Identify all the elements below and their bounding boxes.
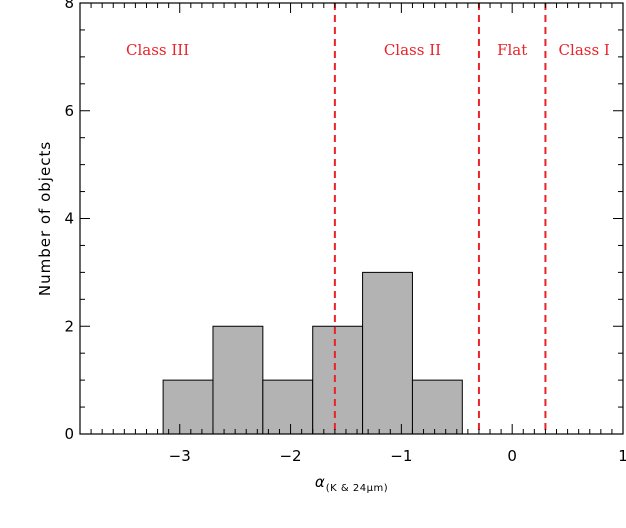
x-tick-label: −3 [169, 447, 191, 465]
region-label: Flat [497, 41, 527, 59]
region-label: Class I [559, 41, 610, 59]
histogram-bars [162, 271, 463, 435]
y-tick-label: 8 [64, 0, 74, 12]
region-label: Class II [384, 41, 441, 59]
histogram-bar-1 [162, 379, 214, 435]
x-tick-label: −2 [279, 447, 301, 465]
histogram-bar-3 [262, 379, 314, 435]
x-tick-label: −1 [390, 447, 412, 465]
y-tick-label: 6 [64, 102, 74, 120]
region-label: Class III [126, 41, 189, 59]
region-labels: Class III Class II Flat Class I [126, 41, 610, 59]
x-axis-symbol: α [315, 473, 326, 491]
histogram-bar-6 [411, 379, 463, 435]
histogram-bar-2 [212, 325, 264, 435]
y-tick-label: 4 [64, 210, 74, 228]
y-tick-label: 2 [64, 317, 74, 335]
x-axis-title: α(K & 24μm) [315, 473, 388, 494]
histogram-bar-5 [362, 271, 413, 435]
histogram-bar-4 [312, 325, 364, 435]
y-axis-title: Number of objects [36, 141, 54, 296]
axis-ticks [80, 2, 624, 435]
axis-labels: −3 −2 −1 0 1 0 2 4 6 8 [64, 0, 626, 465]
y-tick-label: 0 [64, 425, 74, 443]
x-tick-label: 0 [507, 447, 517, 465]
x-axis-subscript: (K & 24μm) [326, 483, 388, 494]
x-tick-label: 1 [618, 447, 626, 465]
